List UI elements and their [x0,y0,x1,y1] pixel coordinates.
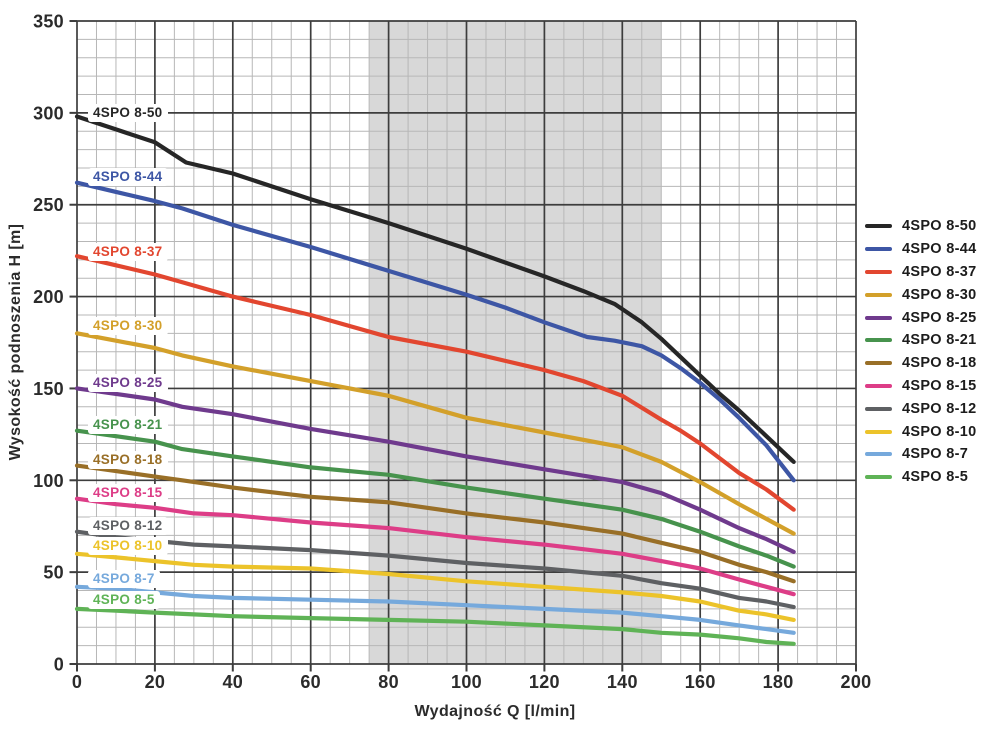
legend-swatch-4spo-8-30 [865,292,892,297]
x-tick-label: 20 [145,672,166,692]
curve-4spo-8-7 [74,584,796,635]
legend-swatch-4spo-8-37 [865,269,892,274]
legend-swatch-4spo-8-21 [865,338,892,343]
legend-label-4spo-8-7: 4SPO 8-7 [902,446,969,463]
x-tick-label: 40 [222,672,243,692]
curve-label-4spo-8-37: 4SPO 8-37 [88,243,168,261]
curve-4spo-8-15 [74,496,796,597]
curve-4spo-8-25 [74,386,796,555]
curve-4spo-8-44 [74,180,796,483]
x-tick-label: 0 [72,672,82,692]
x-tick-label: 180 [763,672,794,692]
curve-4spo-8-21 [74,428,796,569]
legend-label-4spo-8-12: 4SPO 8-12 [902,400,977,417]
legend-item-4spo-8-50: 4SPO 8-50 [865,215,976,238]
legend-swatch-4spo-8-18 [865,361,892,366]
legend-label-4spo-8-18: 4SPO 8-18 [902,355,977,372]
curve-4spo-8-12 [74,529,796,610]
legend-swatch-4spo-8-15 [865,383,892,388]
curve-4spo-8-50 [74,114,796,464]
curve-4spo-8-30 [74,331,796,536]
legend-label-4spo-8-50: 4SPO 8-50 [902,218,977,235]
curve-label-4spo-8-18: 4SPO 8-18 [88,451,168,469]
legend-item-4spo-8-12: 4SPO 8-12 [865,397,976,420]
legend-item-4spo-8-18: 4SPO 8-18 [865,352,976,375]
legend-swatch-4spo-8-10 [865,429,892,434]
legend-swatch-4spo-8-5 [865,475,892,480]
legend-swatch-4spo-8-12 [865,406,892,411]
legend-label-4spo-8-15: 4SPO 8-15 [902,377,977,394]
y-tick-label: 250 [33,195,64,215]
legend-item-4spo-8-37: 4SPO 8-37 [865,261,976,284]
legend-item-4spo-8-44: 4SPO 8-44 [865,238,976,261]
y-tick-label: 50 [43,563,64,583]
curve-4spo-8-18 [74,463,796,584]
legend-label-4spo-8-44: 4SPO 8-44 [902,241,977,258]
x-axis-title: Wydajność Q [l/min] [414,703,576,720]
x-tick-label: 200 [841,672,872,692]
curve-label-4spo-8-15: 4SPO 8-15 [88,484,168,502]
legend-swatch-4spo-8-50 [865,224,892,229]
legend-item-4spo-8-5: 4SPO 8-5 [865,466,976,489]
legend-label-4spo-8-5: 4SPO 8-5 [902,469,969,486]
curve-4spo-8-5 [74,606,796,646]
legend-label-4spo-8-10: 4SPO 8-10 [902,423,977,440]
legend-item-4spo-8-21: 4SPO 8-21 [865,329,976,352]
legend: 4SPO 8-50 4SPO 8-44 4SPO 8-37 4SPO 8-30 4SPO… [865,215,976,489]
legend-swatch-4spo-8-44 [865,247,892,252]
x-tick-label: 120 [529,672,560,692]
curve-label-4spo-8-44: 4SPO 8-44 [88,168,168,186]
y-tick-label: 150 [33,379,64,399]
curve-label-4spo-8-30: 4SPO 8-30 [88,317,168,335]
legend-label-4spo-8-25: 4SPO 8-25 [902,309,977,326]
y-tick-label: 200 [33,287,64,307]
y-tick-label: 350 [33,12,64,32]
curve-label-4spo-8-50: 4SPO 8-50 [88,104,168,122]
curve-label-4spo-8-10: 4SPO 8-10 [88,537,168,555]
x-tick-label: 140 [607,672,638,692]
legend-item-4spo-8-30: 4SPO 8-30 [865,283,976,306]
legend-swatch-4spo-8-25 [865,315,892,320]
y-tick-label: 0 [54,655,64,675]
curve-label-4spo-8-5: 4SPO 8-5 [88,591,160,609]
legend-label-4spo-8-30: 4SPO 8-30 [902,286,977,303]
curve-4spo-8-37 [74,254,796,512]
legend-item-4spo-8-7: 4SPO 8-7 [865,443,976,466]
x-tick-label: 60 [300,672,321,692]
curve-label-4spo-8-25: 4SPO 8-25 [88,374,168,392]
legend-item-4spo-8-10: 4SPO 8-10 [865,420,976,443]
legend-item-4spo-8-25: 4SPO 8-25 [865,306,976,329]
curve-4spo-8-10 [74,551,796,623]
legend-label-4spo-8-37: 4SPO 8-37 [902,263,977,280]
curve-label-4spo-8-12: 4SPO 8-12 [88,517,168,535]
y-tick-label: 300 [33,103,64,123]
legend-swatch-4spo-8-7 [865,452,892,457]
y-tick-label: 100 [33,471,64,491]
y-axis-title: Wysokość podnoszenia H [m] [7,223,24,461]
legend-label-4spo-8-21: 4SPO 8-21 [902,332,977,349]
curve-label-4spo-8-7: 4SPO 8-7 [88,570,160,588]
curve-label-4spo-8-21: 4SPO 8-21 [88,416,168,434]
x-tick-label: 100 [451,672,482,692]
legend-item-4spo-8-15: 4SPO 8-15 [865,375,976,398]
x-tick-label: 80 [378,672,399,692]
x-tick-label: 160 [685,672,716,692]
